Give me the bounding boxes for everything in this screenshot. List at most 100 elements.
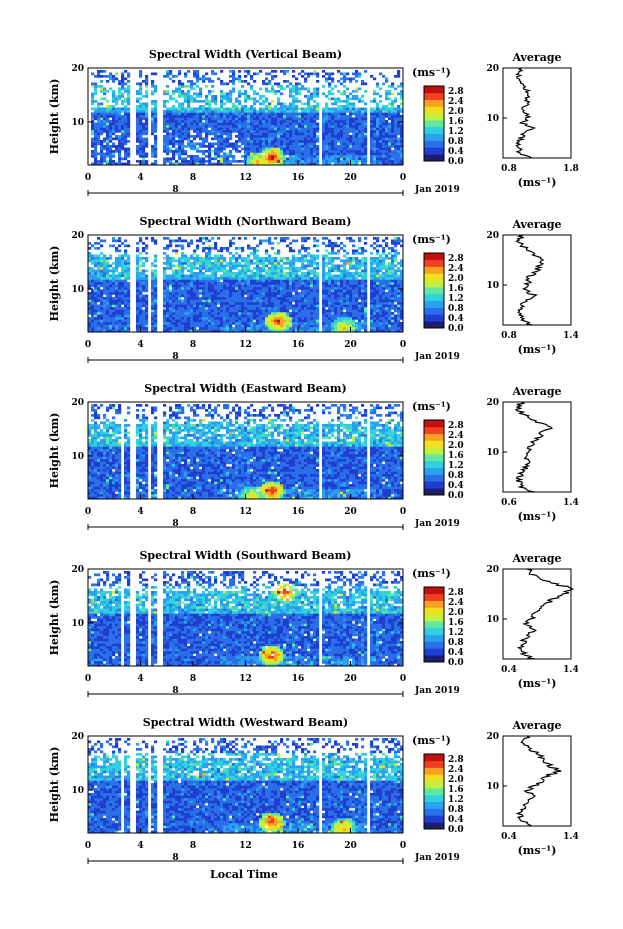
heatmap-cell [250,317,254,320]
heatmap-cell [382,322,386,325]
heatmap-cell [226,282,230,285]
heatmap-cell [88,272,92,275]
heatmap-cell [97,152,101,156]
heatmap-cell [196,329,200,333]
heatmap-cell [181,95,185,98]
heatmap-cell [391,82,395,86]
heatmap-cell [277,122,281,126]
heatmap-cell [232,117,236,121]
heatmap-cell [196,304,200,308]
heatmap-cell [223,324,227,328]
heatmap-cell [265,105,269,108]
heatmap-cell [91,329,95,333]
heatmap-cell [163,115,167,118]
heatmap-cell [109,147,113,151]
heatmap-cell [166,127,170,131]
heatmap-cell [238,294,242,298]
heatmap-cell [385,120,389,123]
heatmap-cell [151,294,155,298]
heatmap-cell [325,112,329,116]
heatmap-cell [112,287,116,290]
heatmap-cell [202,162,206,166]
heatmap-cell [244,287,248,290]
heatmap-cell [223,277,227,280]
heatmap-cell [244,115,248,118]
heatmap-cell [172,155,176,158]
heatmap-cell [124,152,128,156]
heatmap-cell [352,152,356,156]
heatmap-cell [205,97,209,101]
heatmap-cell [289,127,293,131]
heatmap-cell [259,160,263,163]
heatmap-cell [265,284,269,288]
heatmap-cell [280,327,284,330]
heatmap-cell [397,85,401,88]
heatmap-cell [211,132,215,136]
heatmap-cell [397,122,401,126]
heatmap-cell [361,120,365,123]
heatmap-cell [322,120,326,123]
heatmap-cell [253,299,257,303]
heatmap-cell [199,90,203,93]
heatmap-cell [313,302,317,305]
heatmap-cell [271,294,275,298]
heatmap-cell [316,102,320,106]
heatmap-cell [343,329,347,333]
heatmap-cell [94,294,98,298]
heatmap-cell [196,299,200,303]
heatmap-cell [238,127,242,131]
heatmap-cell [337,289,341,293]
heatmap-cell [289,132,293,136]
heatmap-cell [181,85,185,88]
heatmap-cell [94,122,98,126]
heatmap-cell [151,292,155,295]
heatmap-cell [208,284,212,288]
heatmap-cell [196,80,200,83]
heatmap-cell [118,314,122,318]
heatmap-cell [220,145,224,148]
heatmap-cell [358,297,362,300]
heatmap-cell [172,80,176,83]
heatmap-cell [361,160,365,163]
heatmap-cell [103,322,107,325]
heatmap-cell [250,309,254,313]
heatmap-cell [172,284,176,288]
heatmap-cell [115,312,119,315]
heatmap-cell [199,145,203,148]
heatmap-cell [352,292,356,295]
heatmap-cell [142,157,146,161]
heatmap-cell [313,324,317,328]
heatmap-cell [256,287,260,290]
heatmap-cell [226,289,230,293]
heatmap-cell [175,282,179,285]
heatmap-cell [115,319,119,323]
panel-title: Spectral Width (Vertical Beam) [149,48,342,61]
heatmap-cell [163,309,167,313]
heatmap-cell [370,130,374,133]
heatmap-cell [154,107,158,111]
heatmap-cell [307,297,311,300]
heatmap-cell [268,137,272,141]
heatmap-cell [391,135,395,138]
heatmap-cell [307,155,311,158]
heatmap-cell [307,107,311,111]
heatmap-cell [328,284,332,288]
heatmap-cell [226,122,230,126]
heatmap-cell [211,289,215,293]
heatmap-cell [373,282,377,285]
heatmap-cell [127,140,131,143]
heatmap-cell [313,127,317,131]
heatmap-cell [169,150,173,153]
heatmap-cell [229,137,233,141]
heatmap-cell [193,115,197,118]
heatmap-cell [100,319,104,323]
heatmap-cell [196,70,200,73]
heatmap-cell [178,282,182,285]
heatmap-cell [229,302,233,305]
heatmap-cell [286,292,290,295]
heatmap-cell [286,287,290,290]
heatmap-cell [139,90,143,93]
heatmap-cell [256,304,260,308]
heatmap-cell [136,314,140,318]
